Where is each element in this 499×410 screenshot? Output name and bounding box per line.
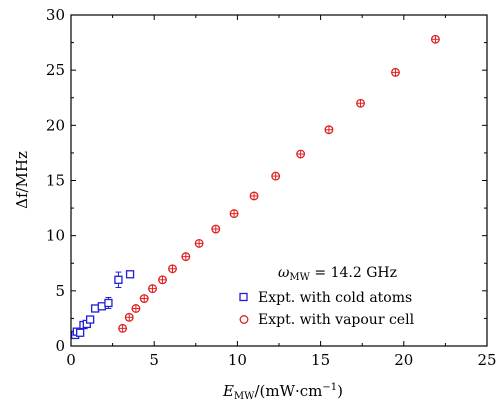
y-tick-label: 20 <box>46 116 65 134</box>
x-tick-label: 5 <box>149 351 159 369</box>
y-axis-ticks: 0 5 10 15 20 25 30 <box>46 6 487 355</box>
x-tick-label: 25 <box>477 351 496 369</box>
data-point-cold-atoms <box>85 315 95 324</box>
frequency-annotation: ωMW = 14.2 GHz <box>278 265 397 283</box>
data-point-cold-atoms <box>114 275 123 284</box>
x-axis-title: EMW/(mW·cm−1) <box>222 382 343 402</box>
y-axis-title: Δf/MHz <box>13 151 31 209</box>
x-tick-label: 10 <box>228 351 247 369</box>
data-point-cold-atoms <box>90 304 100 313</box>
legend-marker-cold-atoms <box>239 292 248 302</box>
y-tick-label: 15 <box>46 172 65 190</box>
data-point-cold-atoms <box>97 302 106 311</box>
legend-marker-vapour-cell <box>239 315 249 324</box>
legend-label-cold-atoms: Expt. with cold atoms <box>258 290 412 306</box>
chart-marks <box>71 34 440 340</box>
data-point-cold-atoms <box>104 298 113 308</box>
y-tick-label: 25 <box>46 61 65 79</box>
y-tick-label: 10 <box>46 227 65 245</box>
data-point-cold-atoms <box>76 328 85 337</box>
legend: Expt. with cold atoms Expt. with vapour … <box>239 290 415 328</box>
data-point-cold-atoms <box>125 270 135 279</box>
y-tick-label: 0 <box>55 337 65 355</box>
x-tick-label: 20 <box>394 351 413 369</box>
x-tick-label: 0 <box>66 351 76 369</box>
y-tick-label: 5 <box>55 282 65 300</box>
x-axis-ticks: 0 5 10 15 20 25 <box>66 15 497 369</box>
y-tick-label: 30 <box>46 6 65 24</box>
x-tick-label: 15 <box>311 351 330 369</box>
legend-label-vapour-cell: Expt. with vapour cell <box>258 312 415 328</box>
